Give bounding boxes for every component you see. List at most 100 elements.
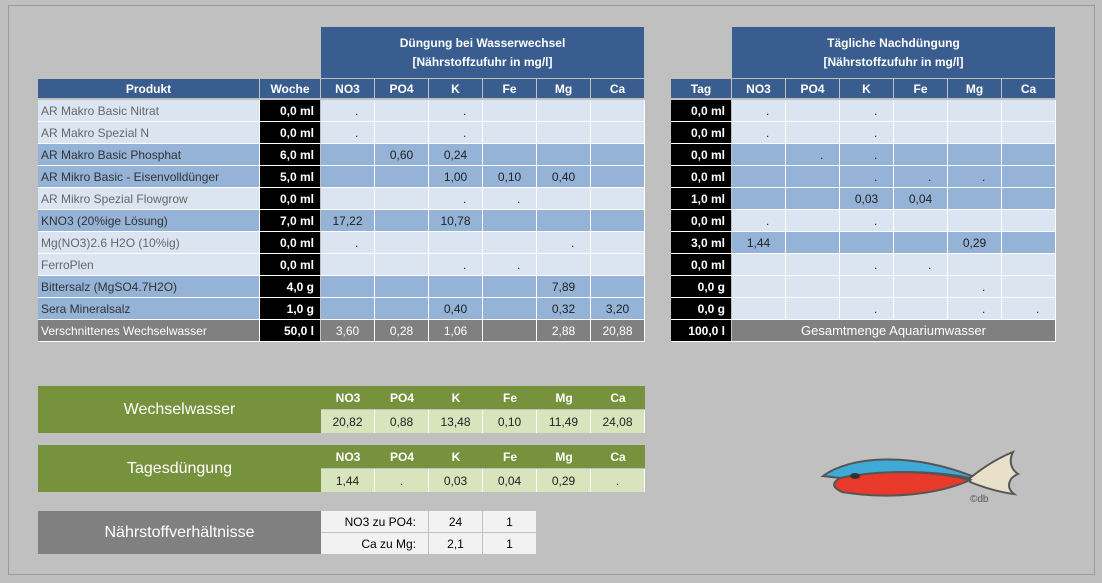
header-produkt: Produkt	[38, 79, 260, 99]
ratio-value-a: 24	[429, 511, 483, 533]
left-value-cell	[375, 276, 429, 298]
total-value-cell: 3,60	[321, 320, 375, 342]
woche-amount[interactable]: 6,0 ml	[260, 144, 321, 166]
right-value-cell	[1002, 254, 1056, 276]
left-value-cell	[375, 210, 429, 232]
nachduengung-header-line1: Tägliche Nachdüngung	[827, 35, 960, 50]
right-value-cell	[786, 232, 840, 254]
product-name[interactable]: AR Makro Basic Phosphat	[38, 144, 260, 166]
product-name[interactable]: FerroPlen	[38, 254, 260, 276]
right-value-cell	[894, 210, 948, 232]
left-value-cell	[375, 254, 429, 276]
left-value-cell	[429, 232, 483, 254]
left-value-cell: 3,20	[591, 298, 645, 320]
right-value-cell: .	[732, 122, 786, 144]
product-name[interactable]: Bittersalz (MgSO4.7H2O)	[38, 276, 260, 298]
left-value-cell: .	[429, 188, 483, 210]
tagesduengung-header-k: K	[429, 445, 483, 468]
product-name[interactable]: AR Makro Spezial N	[38, 122, 260, 144]
left-value-cell	[483, 210, 537, 232]
right-value-cell	[948, 210, 1002, 232]
header-no3: NO3	[321, 79, 375, 99]
woche-amount[interactable]: 0,0 ml	[260, 122, 321, 144]
left-value-cell: 0,10	[483, 166, 537, 188]
tag-amount[interactable]: 3,0 ml	[671, 232, 732, 254]
product-name[interactable]: Sera Mineralsalz	[38, 298, 260, 320]
ratio-label: Ca zu Mg:	[321, 533, 429, 555]
wechselwasser-value: 20,82	[321, 410, 375, 433]
right-value-cell	[840, 232, 894, 254]
tagesduengung-value: .	[591, 469, 645, 492]
tag-amount[interactable]: 0,0 ml	[671, 166, 732, 188]
total-row-label: Verschnittenes Wechselwasser	[38, 320, 260, 342]
header-woche: Woche	[260, 79, 321, 99]
left-value-cell	[375, 188, 429, 210]
tag-amount[interactable]: 0,0 ml	[671, 210, 732, 232]
left-value-cell: 0,24	[429, 144, 483, 166]
right-value-cell: 0,04	[894, 188, 948, 210]
fish-body-lower-icon	[833, 471, 973, 497]
wechselwasser-header-po4: PO4	[375, 386, 429, 409]
woche-amount[interactable]: 0,0 ml	[260, 188, 321, 210]
right-value-cell	[786, 254, 840, 276]
right-header-po4: PO4	[786, 79, 840, 99]
left-value-cell	[375, 100, 429, 122]
woche-amount[interactable]: 5,0 ml	[260, 166, 321, 188]
right-value-cell: 1,44	[732, 232, 786, 254]
wechselwasser-value: 13,48	[429, 410, 483, 433]
left-value-cell	[483, 298, 537, 320]
right-value-cell: .	[840, 122, 894, 144]
left-value-cell	[321, 276, 375, 298]
left-value-cell: .	[483, 254, 537, 276]
left-value-cell: 0,60	[375, 144, 429, 166]
ratio-value-a: 2,1	[429, 533, 483, 555]
tag-amount[interactable]: 1,0 ml	[671, 188, 732, 210]
product-name[interactable]: AR Mikro Spezial Flowgrow	[38, 188, 260, 210]
left-value-cell	[375, 232, 429, 254]
tag-amount[interactable]: 0,0 ml	[671, 144, 732, 166]
right-value-cell	[1002, 232, 1056, 254]
tag-amount[interactable]: 0,0 g	[671, 276, 732, 298]
right-value-cell	[1002, 188, 1056, 210]
woche-amount[interactable]: 0,0 ml	[260, 254, 321, 276]
total-woche: 50,0 l	[260, 320, 321, 342]
right-value-cell	[948, 254, 1002, 276]
right-value-cell	[786, 276, 840, 298]
woche-amount[interactable]: 1,0 g	[260, 298, 321, 320]
woche-amount[interactable]: 0,0 ml	[260, 232, 321, 254]
left-value-cell: .	[429, 100, 483, 122]
product-name[interactable]: Mg(NO3)2.6 H2O (10%ig)	[38, 232, 260, 254]
right-value-cell: .	[948, 276, 1002, 298]
wechselwasser-title: Wechselwasser	[38, 386, 321, 433]
tag-amount[interactable]: 0,0 ml	[671, 100, 732, 122]
left-value-cell	[591, 232, 645, 254]
wechselwasser-header-ca: Ca	[591, 386, 645, 409]
product-name[interactable]: AR Mikro Basic - Eisenvolldünger	[38, 166, 260, 188]
right-value-cell: .	[948, 166, 1002, 188]
woche-amount[interactable]: 4,0 g	[260, 276, 321, 298]
right-header-no3: NO3	[732, 79, 786, 99]
tag-amount[interactable]: 0,0 g	[671, 298, 732, 320]
right-value-cell: .	[840, 166, 894, 188]
right-value-cell: .	[732, 210, 786, 232]
left-value-cell	[483, 144, 537, 166]
left-value-cell	[537, 210, 591, 232]
total-tag: 100,0 l	[671, 320, 732, 342]
wechselwasser-value: 11,49	[537, 410, 591, 433]
left-value-cell: 0,32	[537, 298, 591, 320]
woche-amount[interactable]: 0,0 ml	[260, 100, 321, 122]
left-value-cell: 10,78	[429, 210, 483, 232]
left-value-cell	[321, 144, 375, 166]
woche-amount[interactable]: 7,0 ml	[260, 210, 321, 232]
product-name[interactable]: AR Makro Basic Nitrat	[38, 100, 260, 122]
right-header-ca: Ca	[1002, 79, 1056, 99]
tag-amount[interactable]: 0,0 ml	[671, 254, 732, 276]
product-name[interactable]: KNO3 (20%ige Lösung)	[38, 210, 260, 232]
right-value-cell	[1002, 144, 1056, 166]
nachduengung-header: Tägliche Nachdüngung [Nährstoffzufuhr in…	[732, 27, 1055, 78]
right-value-cell	[1002, 210, 1056, 232]
tag-amount[interactable]: 0,0 ml	[671, 122, 732, 144]
tagesduengung-header-fe: Fe	[483, 445, 537, 468]
left-value-cell: .	[483, 188, 537, 210]
left-value-cell	[375, 166, 429, 188]
